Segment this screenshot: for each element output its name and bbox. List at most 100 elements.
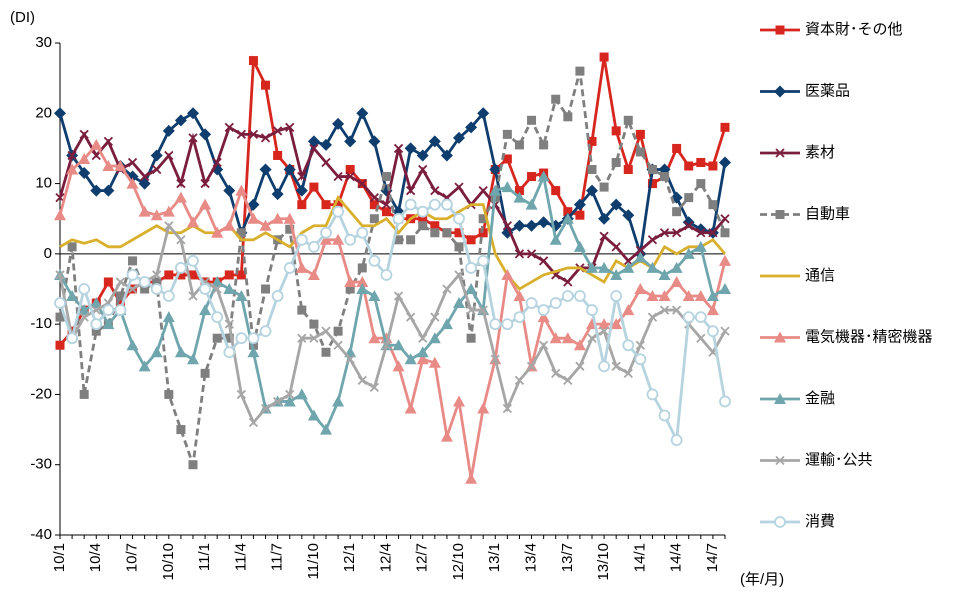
marker: [380, 332, 393, 344]
marker: [333, 326, 343, 336]
marker: [696, 228, 706, 238]
marker: [344, 275, 357, 287]
marker: [563, 375, 573, 386]
marker: [418, 214, 428, 224]
marker: [248, 340, 258, 350]
marker: [224, 270, 234, 280]
marker: [212, 333, 222, 343]
marker: [478, 228, 488, 238]
marker: [176, 235, 186, 245]
marker: [164, 150, 174, 161]
marker: [187, 216, 199, 228]
marker: [344, 233, 357, 246]
marker: [538, 340, 549, 350]
marker: [368, 135, 381, 148]
marker: [526, 249, 537, 259]
marker: [295, 184, 308, 197]
marker: [774, 393, 786, 404]
marker: [598, 212, 611, 225]
marker: [259, 325, 272, 338]
marker: [405, 185, 416, 196]
marker: [453, 395, 465, 407]
x-tick-label: 10/7: [124, 543, 141, 572]
marker: [332, 205, 344, 218]
marker: [454, 270, 464, 280]
marker: [212, 284, 222, 294]
marker: [174, 346, 187, 358]
marker: [406, 235, 416, 245]
marker: [176, 270, 186, 280]
marker: [162, 205, 175, 217]
marker: [526, 361, 537, 371]
marker: [466, 235, 476, 245]
marker: [90, 318, 103, 331]
marker: [247, 346, 260, 358]
marker: [223, 219, 236, 231]
legend-label: 運輸･公共: [805, 451, 873, 468]
y-tick-label: -30: [30, 456, 52, 473]
marker: [54, 209, 66, 221]
marker: [332, 117, 345, 130]
x-axis-label: (年/月): [740, 571, 784, 588]
marker: [646, 261, 659, 273]
marker: [719, 283, 731, 294]
marker: [345, 354, 355, 364]
marker: [465, 472, 478, 484]
marker: [708, 200, 718, 210]
marker: [356, 275, 369, 287]
marker: [440, 318, 453, 330]
y-tick-label: -40: [30, 526, 52, 543]
marker: [174, 191, 187, 203]
y-tick-label: 30: [35, 34, 52, 51]
marker: [502, 403, 513, 414]
marker: [428, 356, 441, 368]
marker: [283, 163, 296, 176]
marker: [394, 235, 404, 245]
marker: [563, 112, 573, 122]
marker: [212, 157, 222, 168]
marker: [418, 333, 428, 343]
marker: [150, 283, 163, 295]
marker: [67, 242, 77, 252]
marker: [309, 319, 319, 329]
marker: [320, 233, 332, 245]
marker: [235, 332, 248, 345]
marker: [404, 353, 417, 365]
marker: [102, 304, 115, 316]
marker: [696, 179, 706, 189]
legend-label: 金融: [805, 390, 835, 407]
marker: [283, 395, 296, 407]
marker: [307, 135, 320, 148]
marker: [345, 165, 355, 175]
marker: [430, 312, 440, 322]
marker: [162, 290, 175, 302]
marker: [622, 304, 635, 316]
marker: [418, 164, 428, 175]
marker: [67, 150, 77, 161]
marker: [78, 304, 91, 316]
marker: [224, 122, 234, 132]
marker: [321, 200, 331, 210]
marker: [646, 290, 659, 302]
marker: [90, 297, 103, 309]
marker: [587, 165, 597, 175]
marker: [453, 297, 465, 309]
marker: [261, 284, 271, 294]
marker: [260, 133, 271, 143]
marker: [392, 360, 405, 372]
marker: [623, 368, 633, 378]
marker: [416, 149, 429, 162]
marker: [78, 283, 91, 295]
marker: [297, 305, 307, 315]
marker: [478, 214, 488, 224]
marker: [775, 25, 785, 35]
marker: [416, 205, 429, 218]
marker: [368, 332, 381, 344]
marker: [345, 171, 355, 182]
marker: [164, 389, 174, 399]
marker: [465, 283, 478, 294]
marker: [357, 375, 367, 386]
marker: [610, 318, 623, 330]
marker: [211, 226, 224, 238]
marker: [513, 311, 526, 324]
